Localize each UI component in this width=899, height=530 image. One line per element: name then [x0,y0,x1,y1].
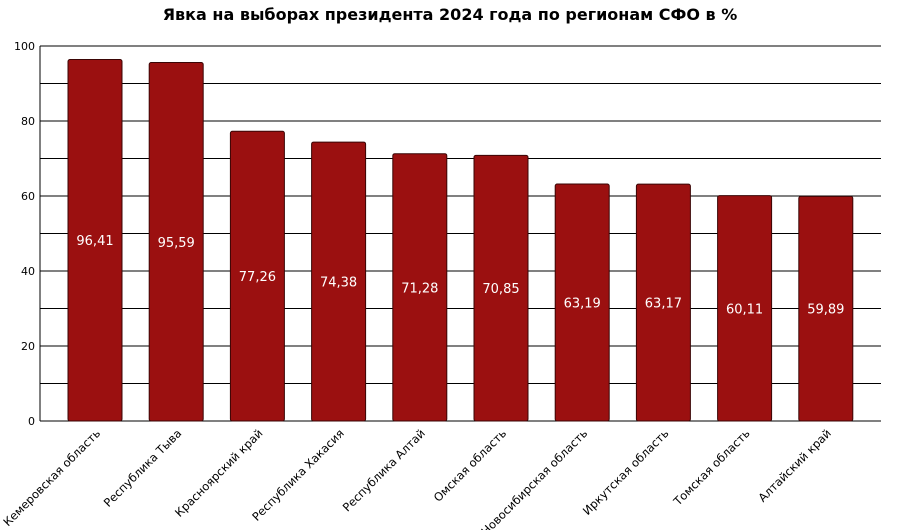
bar [311,141,367,422]
y-tick-label: 60 [21,190,35,203]
x-tick-label: Республика Тыва [101,426,185,510]
bar [635,183,691,422]
data-label: 71,28 [401,281,438,296]
x-tick-label: Республика Хакасия [249,426,346,523]
y-tick-label: 0 [28,415,35,428]
data-label: 63,17 [645,297,682,312]
y-tick-label: 40 [21,265,35,278]
x-tick-label: Омская область [431,426,510,505]
x-tick-label: Алтайский край [755,426,834,505]
x-tick-label: Кемеровская область [0,426,103,529]
data-label: 63,19 [564,297,601,312]
data-label: 70,85 [482,282,519,297]
x-tick-label: Республика Алтай [340,426,428,514]
x-tick-label: Иркутская область [580,426,672,518]
bar [392,153,448,422]
bar [148,62,204,422]
y-tick-label: 20 [21,340,35,353]
bar [717,195,773,422]
bar [554,183,610,422]
data-label: 96,41 [76,234,113,249]
data-label: 95,59 [158,236,195,251]
data-label: 77,26 [239,270,276,285]
data-label: 74,38 [320,276,357,291]
y-tick-label: 100 [14,40,35,53]
bar [473,154,529,422]
x-tick-label: Красноярский край [172,426,266,520]
bar [67,58,123,422]
chart-title: Явка на выборах президента 2024 года по … [163,5,738,24]
data-label: 60,11 [726,302,763,317]
bar [798,195,854,422]
data-label: 59,89 [807,303,844,318]
x-tick-label: Томская область [670,426,753,509]
bar [229,130,285,422]
y-tick-label: 80 [21,115,35,128]
